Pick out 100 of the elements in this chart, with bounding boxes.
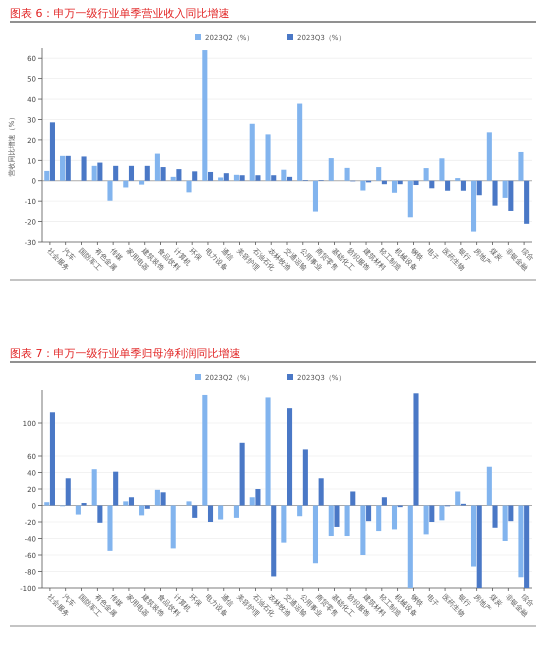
- bar: [144, 166, 150, 181]
- bar: [312, 180, 318, 212]
- bar: [376, 506, 382, 532]
- bar: [186, 180, 192, 192]
- bar: [202, 50, 208, 181]
- bar: [502, 180, 508, 198]
- bar: [439, 158, 444, 181]
- bar: [218, 177, 224, 181]
- bar: [524, 180, 530, 224]
- bar: [328, 506, 334, 536]
- bar: [82, 156, 87, 181]
- bar: [60, 156, 66, 181]
- bar: [160, 492, 166, 506]
- bar: [44, 170, 50, 181]
- bar: [255, 175, 260, 181]
- bar: [113, 472, 118, 506]
- bar: [413, 180, 419, 186]
- bar: [170, 506, 176, 548]
- bar: [492, 180, 498, 206]
- bar: [344, 168, 350, 181]
- bar: [518, 506, 524, 578]
- bar: [492, 506, 498, 528]
- chart-title: 图表 6：申万一级行业单季营业收入同比增速: [10, 7, 230, 20]
- bar: [470, 506, 476, 567]
- bar: [107, 180, 113, 201]
- bar: [439, 506, 444, 520]
- bar: [128, 166, 134, 181]
- bar: [281, 170, 286, 181]
- bar: [208, 172, 214, 181]
- bar: [460, 180, 466, 191]
- bar: [240, 175, 245, 181]
- bar: [328, 158, 334, 181]
- bar: [50, 122, 55, 181]
- bar: [360, 180, 366, 191]
- bar: [113, 166, 118, 181]
- bar: [376, 167, 382, 181]
- bar: [413, 393, 419, 506]
- bar: [508, 180, 514, 211]
- bar: [455, 178, 460, 181]
- bar: [76, 506, 81, 515]
- chart-title: 图表 7：申万一级行业单季归母净利润同比增速: [10, 347, 240, 360]
- bar: [366, 506, 372, 522]
- bar: [476, 180, 482, 196]
- bar: [302, 449, 308, 506]
- bar: [408, 506, 413, 588]
- bar: [445, 180, 450, 191]
- bar: [128, 497, 134, 506]
- bar: [154, 490, 160, 506]
- bar: [486, 466, 492, 506]
- bar: [123, 501, 128, 506]
- bar: [202, 394, 208, 506]
- bar: [160, 167, 166, 181]
- bar: [192, 171, 198, 181]
- bar: [287, 408, 292, 506]
- bar: [107, 506, 113, 551]
- bar: [312, 506, 318, 564]
- bar: [255, 489, 260, 506]
- bar: [176, 169, 182, 181]
- bar: [318, 478, 324, 506]
- bar: [234, 506, 239, 518]
- bar: [44, 502, 50, 506]
- bar: [139, 506, 144, 516]
- bar: [192, 506, 198, 518]
- bar: [344, 506, 350, 536]
- bar: [224, 173, 229, 181]
- bar: [97, 506, 102, 523]
- bar: [281, 506, 286, 543]
- bar: [518, 152, 524, 181]
- bar: [382, 180, 387, 184]
- bar: [424, 168, 429, 181]
- bar: [139, 180, 144, 185]
- bar: [218, 506, 224, 520]
- bar: [266, 397, 271, 506]
- bar: [476, 506, 482, 588]
- bar: [382, 497, 387, 506]
- bar: [208, 506, 214, 522]
- bar: [486, 132, 492, 181]
- bar: [144, 506, 150, 509]
- bar: [154, 154, 160, 181]
- bar: [334, 506, 340, 527]
- bar: [92, 166, 97, 181]
- bar: [508, 506, 514, 522]
- bar: [350, 491, 356, 506]
- bar: [524, 506, 530, 588]
- bar: [186, 501, 192, 506]
- bar: [50, 412, 55, 506]
- bar: [250, 497, 255, 506]
- bar: [271, 175, 276, 181]
- bar: [271, 506, 276, 576]
- bar: [170, 176, 176, 181]
- bar: [66, 478, 71, 506]
- bar: [240, 442, 245, 506]
- bar: [266, 134, 271, 181]
- bar: [123, 180, 128, 188]
- bar: [360, 506, 366, 555]
- bar: [502, 506, 508, 541]
- bar: [234, 174, 239, 181]
- bar: [66, 156, 71, 181]
- bar: [470, 180, 476, 232]
- bar: [392, 180, 398, 193]
